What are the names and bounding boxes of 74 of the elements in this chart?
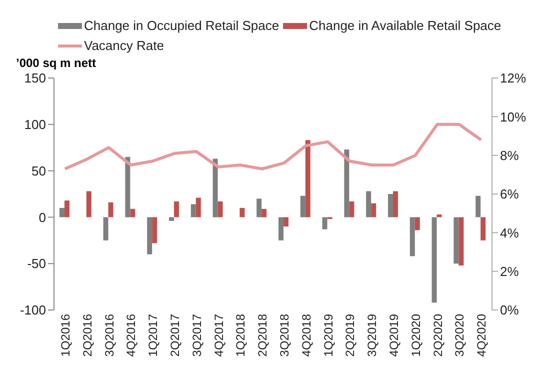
legend-label: Change in Occupied Retail Space	[83, 17, 280, 35]
bar	[480, 217, 486, 240]
bar	[262, 208, 267, 218]
legend-label: Vacancy Rate	[83, 37, 164, 55]
y2-tick-label: 2%	[500, 264, 520, 279]
x-tick-label: 3Q2020	[452, 314, 467, 357]
bar	[86, 191, 92, 218]
y2-tick-label: 6%	[500, 186, 520, 202]
x-tick-label: 1Q2017	[146, 314, 160, 357]
bar	[392, 191, 398, 218]
bar	[108, 202, 114, 218]
bar	[454, 217, 459, 264]
bar	[130, 208, 136, 218]
bar	[366, 191, 372, 218]
x-tick-label: 2Q2018	[256, 314, 270, 357]
y-axis-title: ’000 sq m nett	[16, 56, 96, 70]
bar	[152, 217, 158, 244]
x-tick-label: 4Q2018	[299, 314, 314, 357]
bar	[168, 217, 174, 221]
bar	[212, 158, 218, 218]
bar	[410, 217, 415, 256]
bar	[305, 140, 310, 218]
bar	[300, 196, 306, 218]
x-tick-label: 1Q2016	[58, 314, 72, 357]
x-tick-label: 1Q2018	[234, 314, 248, 357]
bar	[64, 200, 70, 218]
y-tick-label: 100	[24, 117, 46, 132]
x-tick-label: 4Q2020	[474, 314, 489, 357]
bar	[218, 201, 223, 218]
y2-tick-label: 12%	[500, 70, 526, 86]
y2-tick-label: 10%	[500, 109, 526, 124]
x-tick-label: 2Q2019	[343, 314, 358, 357]
bar	[103, 217, 108, 240]
y2-tick-label: 0%	[500, 302, 520, 318]
x-tick-label: 3Q2018	[277, 314, 292, 357]
bar	[283, 217, 288, 226]
bar	[190, 204, 196, 218]
bar	[371, 203, 376, 218]
line-series	[63, 122, 483, 170]
x-tick-label: 4Q2017	[212, 314, 226, 357]
bar	[125, 156, 130, 218]
x-tick-label: 4Q2019	[386, 314, 401, 357]
bar	[432, 217, 437, 303]
y-tick-label: 150	[24, 70, 46, 86]
y-tick-label: -100	[20, 302, 46, 318]
bar	[196, 198, 201, 218]
bar	[414, 217, 420, 230]
x-tick-label: 2Q2016	[80, 314, 94, 357]
x-tick-label: 3Q2019	[365, 314, 380, 357]
y2-tick-label: 4%	[500, 225, 520, 240]
bar	[147, 217, 152, 254]
bar	[240, 208, 245, 218]
y-tick-label: 0	[38, 210, 46, 225]
bar	[256, 198, 262, 218]
x-tick-label: 3Q2016	[102, 314, 116, 357]
bar	[476, 196, 481, 218]
bar	[174, 201, 179, 218]
x-tick-label: 3Q2017	[190, 314, 204, 357]
x-tick-label: 4Q2016	[124, 314, 138, 357]
bar	[458, 217, 464, 266]
bar	[349, 201, 354, 218]
bar	[59, 208, 64, 218]
bar	[278, 217, 284, 240]
legend-label: Change in Available Retail Space	[308, 17, 502, 35]
x-tick-label: 2Q2017	[168, 314, 182, 357]
x-tick-label: 1Q2019	[321, 314, 336, 357]
bar	[344, 149, 350, 218]
bar	[322, 217, 328, 230]
x-tick-label: 2Q2020	[430, 314, 445, 357]
bar	[388, 194, 393, 218]
y2-tick-label: 8%	[500, 148, 520, 163]
y-tick-label: 50	[32, 163, 46, 178]
x-tick-label: 1Q2020	[408, 314, 423, 357]
y-tick-label: -50	[27, 256, 46, 272]
